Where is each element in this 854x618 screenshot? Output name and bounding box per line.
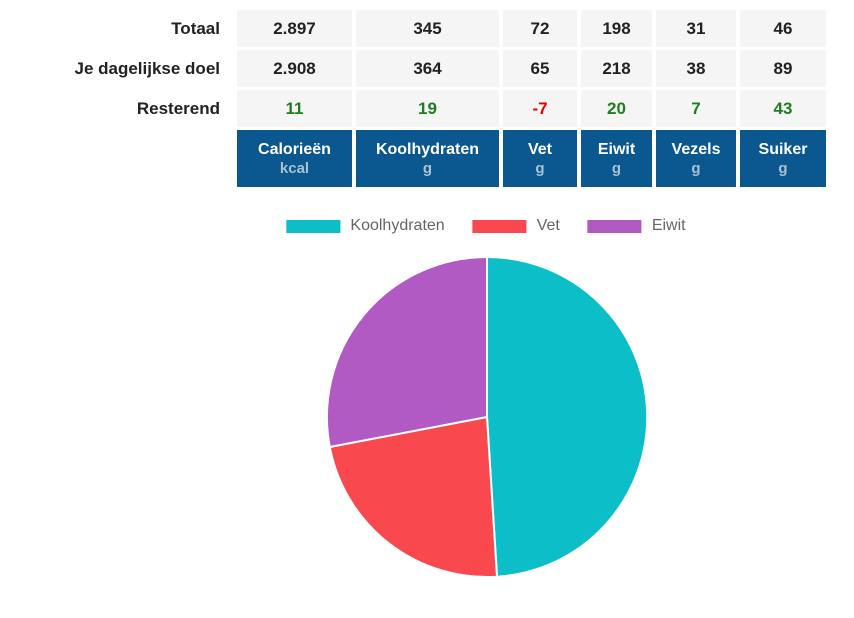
goal-calories: 2.908 — [237, 50, 352, 87]
header-calories-label: Calorieën — [258, 140, 331, 158]
legend-swatch-protein-icon — [587, 219, 642, 233]
legend-swatch-carbs-icon — [286, 219, 341, 233]
header-fiber-label: Vezels — [671, 140, 721, 158]
goal-fiber: 38 — [656, 50, 736, 87]
pie-slice-vet[interactable] — [328, 416, 498, 579]
header-fat: Vet g — [503, 130, 577, 187]
header-carbs-label: Koolhydraten — [375, 140, 480, 158]
pie-slice-koolhydraten[interactable] — [486, 256, 649, 578]
total-fiber: 31 — [656, 10, 736, 47]
header-protein-unit: g — [611, 159, 622, 177]
header-carbs: Koolhydraten g — [356, 130, 499, 187]
pie-slice-eiwit[interactable] — [325, 256, 488, 448]
row-label-remaining: Resterend — [0, 90, 233, 127]
legend-label-carbs: Koolhydraten — [350, 217, 445, 234]
row-label-total: Totaal — [0, 10, 233, 47]
legend-label-protein: Eiwit — [651, 217, 686, 234]
legend-item-carbs[interactable]: Koolhydraten — [286, 217, 445, 235]
goal-sugar: 89 — [740, 50, 826, 87]
goal-carbs: 364 — [356, 50, 499, 87]
header-carbs-unit: g — [422, 159, 433, 177]
header-calories-unit: kcal — [279, 159, 310, 177]
total-sugar: 46 — [740, 10, 826, 47]
macro-pie-chart-area — [323, 253, 651, 581]
goal-protein: 218 — [581, 50, 652, 87]
legend-swatch-fat-icon — [472, 219, 527, 233]
legend-label-fat: Vet — [536, 217, 560, 234]
macro-pie-chart — [325, 256, 649, 579]
header-spacer — [0, 130, 233, 187]
totals-table: Totaal 2.897 345 72 198 31 46 Je dagelij… — [0, 10, 826, 187]
row-label-daily-goal: Je dagelijkse doel — [0, 50, 233, 87]
header-calories: Calorieën kcal — [237, 130, 352, 187]
header-fat-unit: g — [535, 159, 545, 177]
header-fiber: Vezels g — [656, 130, 736, 187]
goal-fat: 65 — [503, 50, 577, 87]
total-calories: 2.897 — [237, 10, 352, 47]
legend-item-fat[interactable]: Vet — [472, 217, 560, 235]
header-fat-label: Vet — [527, 140, 552, 158]
header-fiber-unit: g — [691, 159, 701, 177]
header-protein-label: Eiwit — [597, 140, 636, 158]
header-sugar: Suiker g — [740, 130, 826, 187]
header-protein: Eiwit g — [581, 130, 652, 187]
total-fat: 72 — [503, 10, 577, 47]
remaining-calories: 11 — [237, 90, 352, 127]
remaining-sugar: 43 — [740, 90, 826, 127]
remaining-protein: 20 — [581, 90, 652, 127]
remaining-carbs: 19 — [356, 90, 499, 127]
total-carbs: 345 — [356, 10, 499, 47]
remaining-fiber: 7 — [656, 90, 736, 127]
header-sugar-label: Suiker — [758, 140, 808, 158]
remaining-fat: -7 — [503, 90, 577, 127]
pie-legend: Koolhydraten Vet Eiwit — [286, 217, 686, 235]
legend-item-protein[interactable]: Eiwit — [587, 217, 686, 235]
header-sugar-unit: g — [778, 159, 788, 177]
total-protein: 198 — [581, 10, 652, 47]
